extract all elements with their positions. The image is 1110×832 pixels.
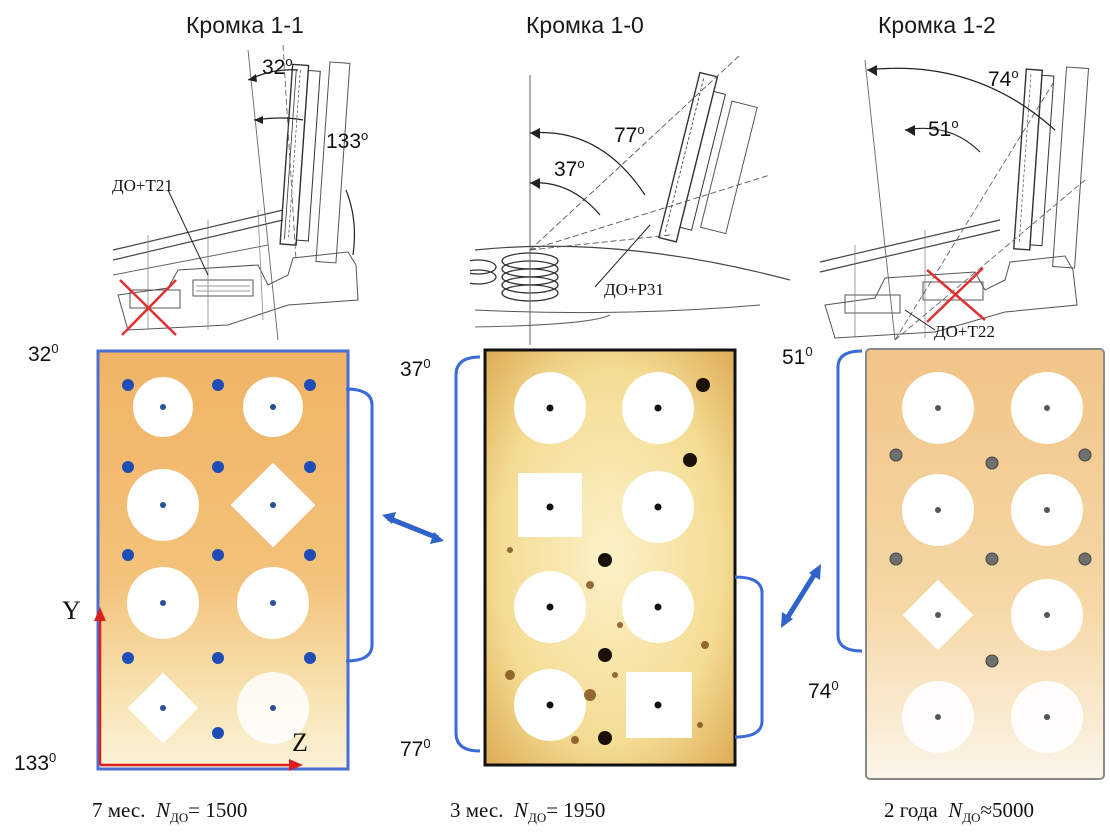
angle-label-1-2-b: 51o bbox=[928, 116, 959, 141]
title-edge-1-1: Кромка 1-1 bbox=[186, 12, 304, 38]
axis-y-label: Y bbox=[62, 596, 81, 625]
sample-plate-1-1 bbox=[94, 349, 374, 771]
angle-label-1-1-a: 32o bbox=[262, 54, 293, 79]
caption-1-0: 3 мес. NДО= 1950 bbox=[450, 798, 606, 826]
edge-bottom-angle-1-1: 1330 bbox=[14, 750, 57, 775]
angle-label-1-0-b: 37o bbox=[554, 156, 585, 181]
do-label-1-0: ДО+Р31 bbox=[604, 280, 664, 299]
edge-bottom-angle-1-0: 770 bbox=[400, 736, 431, 761]
edge-top-angle-1-1: 320 bbox=[28, 341, 59, 366]
do-label-1-1: ДО+Т21 bbox=[112, 176, 173, 195]
sample-plate-1-0 bbox=[454, 348, 764, 767]
edge-top-angle-1-0: 370 bbox=[400, 356, 431, 381]
caption-1-1: 7 мес. NДО= 1500 bbox=[92, 798, 248, 826]
sample-plate-1-2 bbox=[836, 348, 1105, 780]
do-label-1-2: ДО+Т22 bbox=[934, 322, 995, 341]
double-arrow-2 bbox=[781, 564, 821, 628]
edge-bottom-angle-1-2: 740 bbox=[808, 678, 839, 703]
drawing-edge-1-2 bbox=[819, 59, 1090, 341]
title-edge-1-0: Кромка 1-0 bbox=[526, 12, 644, 38]
caption-1-2: 2 года NДО≈5000 bbox=[884, 798, 1035, 826]
title-edge-1-2: Кромка 1-2 bbox=[878, 12, 996, 38]
angle-label-1-0-a: 77o bbox=[614, 122, 645, 147]
angle-label-1-2-a: 74o bbox=[988, 66, 1019, 91]
axis-z-label: Z bbox=[292, 728, 308, 757]
angle-label-1-1-b: 133o bbox=[326, 128, 369, 153]
double-arrow-1 bbox=[382, 512, 444, 544]
drawing-edge-1-1 bbox=[112, 44, 359, 340]
edge-top-angle-1-2: 510 bbox=[782, 344, 813, 369]
drawing-edge-1-0 bbox=[470, 55, 790, 345]
